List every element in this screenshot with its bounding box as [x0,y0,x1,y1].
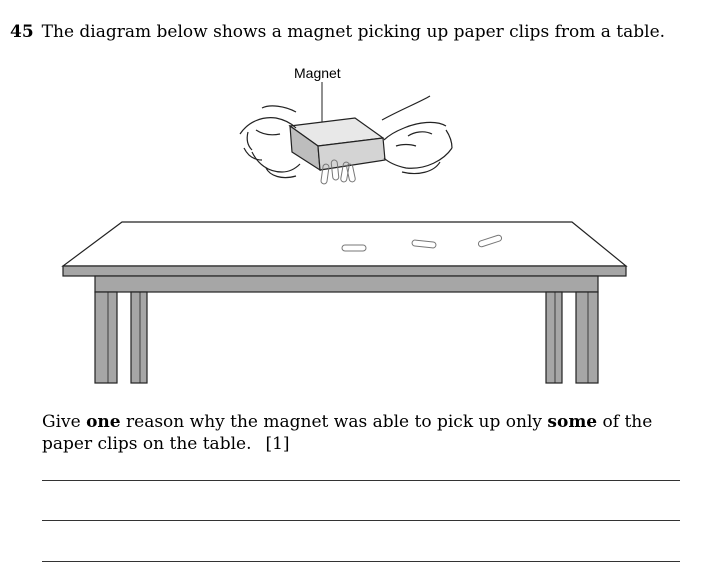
table-clip [411,239,437,249]
table [61,221,628,384]
answer-line-1[interactable] [42,480,680,481]
table-leg [545,291,563,384]
marks-indicator: [1] [265,434,290,454]
table-leg [130,291,148,384]
question-prompt: Give one reason why the magnet was able … [42,412,653,454]
hanging-paper-clips [320,159,356,185]
right-hand-icon [381,95,453,175]
hanging-clip [330,159,340,181]
answer-line-3[interactable] [42,561,680,562]
table-paper-clips [341,234,503,252]
answer-line-2[interactable] [42,520,680,521]
table-clip [477,234,503,248]
magnet-label: Magnet [294,65,341,81]
question-number: 45 [10,22,34,42]
table-apron [94,275,599,293]
table-leg [94,291,118,384]
magnet [288,117,386,172]
question-text: The diagram below shows a magnet picking… [41,22,666,42]
hanging-clip [346,163,356,183]
emphasis-some: some [547,412,598,432]
question-header: 45 The diagram below shows a magnet picki… [10,20,665,44]
table-clip [341,244,367,252]
magnet-diagram: Magnet [61,65,628,384]
table-top [61,221,628,267]
table-leg [575,291,599,384]
emphasis-one: one [86,412,121,432]
hanging-clip [320,163,330,185]
left-hand-icon [239,105,301,179]
table-front-edge [62,265,627,277]
